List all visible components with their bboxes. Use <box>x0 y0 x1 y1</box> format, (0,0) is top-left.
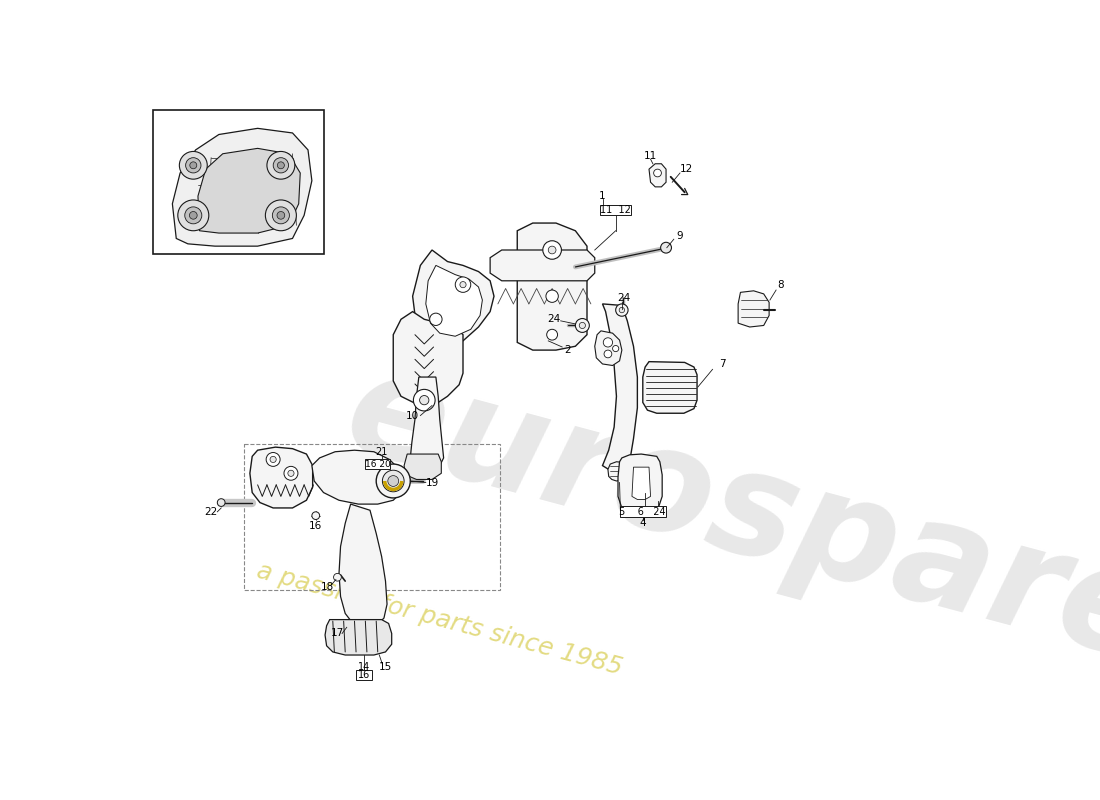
Text: 16 20: 16 20 <box>365 459 390 469</box>
Polygon shape <box>738 291 769 327</box>
Circle shape <box>273 158 288 173</box>
Text: 11: 11 <box>644 151 657 161</box>
Circle shape <box>267 151 295 179</box>
Circle shape <box>190 162 197 169</box>
Circle shape <box>266 453 280 466</box>
Circle shape <box>619 307 625 313</box>
Text: 9: 9 <box>676 231 683 241</box>
Circle shape <box>548 246 556 254</box>
Text: a passion for parts since 1985: a passion for parts since 1985 <box>254 559 625 680</box>
Text: 18: 18 <box>321 582 334 592</box>
Circle shape <box>270 456 276 462</box>
Polygon shape <box>412 250 494 346</box>
Text: 16: 16 <box>309 521 322 530</box>
Text: 8: 8 <box>778 280 784 290</box>
Circle shape <box>186 158 201 173</box>
Circle shape <box>179 151 207 179</box>
Circle shape <box>546 290 559 302</box>
Polygon shape <box>339 504 387 627</box>
Circle shape <box>430 313 442 326</box>
Circle shape <box>419 395 429 405</box>
Polygon shape <box>312 450 403 504</box>
Text: 5    6   24: 5 6 24 <box>619 507 667 517</box>
Circle shape <box>388 476 398 486</box>
Text: 24: 24 <box>547 314 560 324</box>
Circle shape <box>661 242 671 253</box>
Bar <box>619 506 666 517</box>
Text: 11  12: 11 12 <box>601 205 631 215</box>
Circle shape <box>547 330 558 340</box>
Polygon shape <box>426 266 483 336</box>
Polygon shape <box>603 304 637 472</box>
Circle shape <box>288 470 294 476</box>
Polygon shape <box>153 110 323 254</box>
Polygon shape <box>517 223 587 350</box>
Circle shape <box>265 200 296 230</box>
Bar <box>601 205 631 215</box>
Circle shape <box>642 485 648 490</box>
Polygon shape <box>618 454 662 514</box>
Polygon shape <box>250 447 312 508</box>
Circle shape <box>277 211 285 219</box>
Polygon shape <box>491 250 595 281</box>
Circle shape <box>178 200 209 230</box>
Circle shape <box>613 346 619 352</box>
Text: eurospares: eurospares <box>331 340 1100 714</box>
Text: 12: 12 <box>680 164 693 174</box>
Text: 14: 14 <box>358 662 370 672</box>
Polygon shape <box>410 377 443 470</box>
Bar <box>365 458 390 470</box>
Circle shape <box>277 162 285 169</box>
Text: 15: 15 <box>378 662 392 672</box>
Polygon shape <box>326 619 392 655</box>
Circle shape <box>455 277 471 292</box>
Text: 16: 16 <box>358 670 370 680</box>
Circle shape <box>460 282 466 288</box>
Polygon shape <box>595 331 621 366</box>
Polygon shape <box>394 312 463 404</box>
Text: 7: 7 <box>719 359 726 369</box>
Text: 10: 10 <box>406 410 419 421</box>
Circle shape <box>542 241 561 259</box>
Polygon shape <box>649 164 667 187</box>
Polygon shape <box>404 454 441 479</box>
Text: 1: 1 <box>600 191 606 201</box>
Circle shape <box>333 574 341 581</box>
Text: 4: 4 <box>639 518 646 528</box>
Polygon shape <box>198 148 300 233</box>
Circle shape <box>575 318 590 332</box>
Text: 24: 24 <box>617 293 630 302</box>
Circle shape <box>273 207 289 224</box>
Circle shape <box>376 464 410 498</box>
Circle shape <box>580 322 585 329</box>
Circle shape <box>383 470 404 492</box>
Circle shape <box>284 466 298 480</box>
Bar <box>356 670 372 680</box>
Bar <box>244 444 500 590</box>
Text: 17: 17 <box>331 629 344 638</box>
Circle shape <box>616 304 628 316</box>
Polygon shape <box>608 462 627 481</box>
Text: 22: 22 <box>205 507 218 517</box>
Circle shape <box>312 512 320 519</box>
Circle shape <box>218 498 226 506</box>
Polygon shape <box>173 128 312 246</box>
Text: 19: 19 <box>426 478 439 488</box>
Circle shape <box>414 390 436 411</box>
Circle shape <box>640 482 650 493</box>
Text: 21: 21 <box>375 446 388 457</box>
Circle shape <box>604 350 612 358</box>
Polygon shape <box>631 467 650 499</box>
Circle shape <box>189 211 197 219</box>
Circle shape <box>603 338 613 347</box>
Polygon shape <box>642 362 697 414</box>
Circle shape <box>185 207 201 224</box>
Text: 2: 2 <box>564 345 571 355</box>
Circle shape <box>653 169 661 177</box>
